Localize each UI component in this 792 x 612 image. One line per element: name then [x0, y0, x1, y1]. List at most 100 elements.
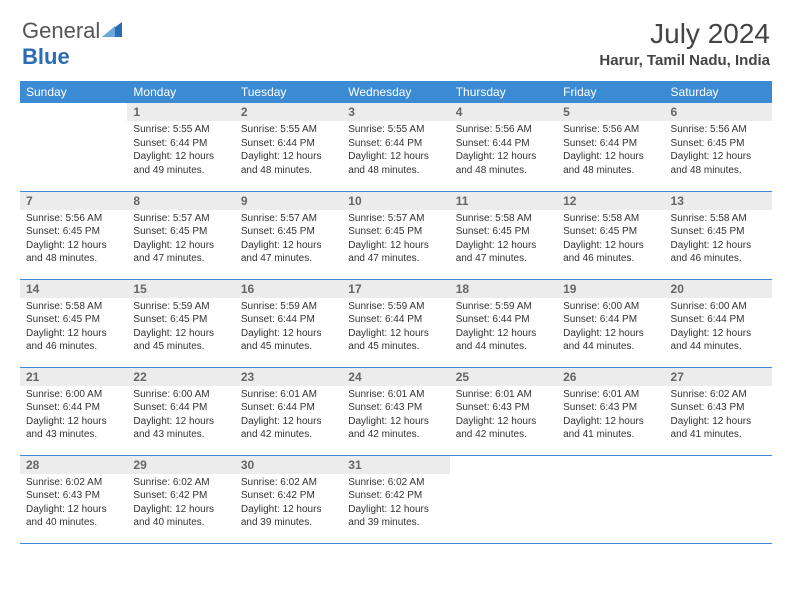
calendar-cell: 1Sunrise: 5:55 AMSunset: 6:44 PMDaylight… — [127, 103, 234, 191]
calendar-cell: 25Sunrise: 6:01 AMSunset: 6:43 PMDayligh… — [450, 367, 557, 455]
weekday-header: Friday — [557, 81, 664, 103]
day-body: Sunrise: 5:55 AMSunset: 6:44 PMDaylight:… — [235, 121, 342, 181]
day-body: Sunrise: 5:56 AMSunset: 6:45 PMDaylight:… — [20, 210, 127, 270]
calendar-cell: 30Sunrise: 6:02 AMSunset: 6:42 PMDayligh… — [235, 455, 342, 543]
day-body: Sunrise: 5:58 AMSunset: 6:45 PMDaylight:… — [450, 210, 557, 270]
calendar-cell: 23Sunrise: 6:01 AMSunset: 6:44 PMDayligh… — [235, 367, 342, 455]
day-body: Sunrise: 6:01 AMSunset: 6:43 PMDaylight:… — [557, 386, 664, 446]
calendar-cell: 19Sunrise: 6:00 AMSunset: 6:44 PMDayligh… — [557, 279, 664, 367]
day-body: Sunrise: 5:57 AMSunset: 6:45 PMDaylight:… — [127, 210, 234, 270]
calendar-row: 21Sunrise: 6:00 AMSunset: 6:44 PMDayligh… — [20, 367, 772, 455]
calendar-cell: 15Sunrise: 5:59 AMSunset: 6:45 PMDayligh… — [127, 279, 234, 367]
day-number: 16 — [235, 280, 342, 298]
calendar-cell-empty — [20, 103, 127, 191]
calendar-cell-empty — [450, 455, 557, 543]
calendar-cell: 4Sunrise: 5:56 AMSunset: 6:44 PMDaylight… — [450, 103, 557, 191]
calendar-row: 7Sunrise: 5:56 AMSunset: 6:45 PMDaylight… — [20, 191, 772, 279]
calendar-cell: 6Sunrise: 5:56 AMSunset: 6:45 PMDaylight… — [665, 103, 772, 191]
day-body: Sunrise: 5:57 AMSunset: 6:45 PMDaylight:… — [235, 210, 342, 270]
day-body: Sunrise: 6:01 AMSunset: 6:43 PMDaylight:… — [450, 386, 557, 446]
day-body: Sunrise: 5:56 AMSunset: 6:45 PMDaylight:… — [665, 121, 772, 181]
day-number: 5 — [557, 103, 664, 121]
calendar-cell: 8Sunrise: 5:57 AMSunset: 6:45 PMDaylight… — [127, 191, 234, 279]
calendar-row: 28Sunrise: 6:02 AMSunset: 6:43 PMDayligh… — [20, 455, 772, 543]
day-body: Sunrise: 5:59 AMSunset: 6:44 PMDaylight:… — [342, 298, 449, 358]
calendar-cell: 16Sunrise: 5:59 AMSunset: 6:44 PMDayligh… — [235, 279, 342, 367]
day-body: Sunrise: 6:00 AMSunset: 6:44 PMDaylight:… — [20, 386, 127, 446]
logo: General — [22, 18, 126, 44]
day-number: 29 — [127, 456, 234, 474]
calendar-cell: 9Sunrise: 5:57 AMSunset: 6:45 PMDaylight… — [235, 191, 342, 279]
day-number: 25 — [450, 368, 557, 386]
day-number: 17 — [342, 280, 449, 298]
calendar-cell: 3Sunrise: 5:55 AMSunset: 6:44 PMDaylight… — [342, 103, 449, 191]
calendar-cell: 20Sunrise: 6:00 AMSunset: 6:44 PMDayligh… — [665, 279, 772, 367]
location: Harur, Tamil Nadu, India — [599, 52, 770, 69]
day-body: Sunrise: 6:00 AMSunset: 6:44 PMDaylight:… — [665, 298, 772, 358]
day-number: 2 — [235, 103, 342, 121]
calendar-table: SundayMondayTuesdayWednesdayThursdayFrid… — [20, 81, 772, 544]
calendar-cell-empty — [665, 455, 772, 543]
logo-text-general: General — [22, 18, 100, 44]
day-number: 3 — [342, 103, 449, 121]
day-body: Sunrise: 6:02 AMSunset: 6:42 PMDaylight:… — [235, 474, 342, 534]
day-number: 13 — [665, 192, 772, 210]
day-body: Sunrise: 6:00 AMSunset: 6:44 PMDaylight:… — [127, 386, 234, 446]
day-number: 26 — [557, 368, 664, 386]
calendar-header-row: SundayMondayTuesdayWednesdayThursdayFrid… — [20, 81, 772, 103]
calendar-cell: 18Sunrise: 5:59 AMSunset: 6:44 PMDayligh… — [450, 279, 557, 367]
calendar-cell: 7Sunrise: 5:56 AMSunset: 6:45 PMDaylight… — [20, 191, 127, 279]
day-body: Sunrise: 6:02 AMSunset: 6:42 PMDaylight:… — [127, 474, 234, 534]
day-body: Sunrise: 6:01 AMSunset: 6:43 PMDaylight:… — [342, 386, 449, 446]
day-body: Sunrise: 5:58 AMSunset: 6:45 PMDaylight:… — [20, 298, 127, 358]
triangle-icon — [102, 20, 124, 43]
day-number: 31 — [342, 456, 449, 474]
month-title: July 2024 — [599, 18, 770, 50]
day-number: 28 — [20, 456, 127, 474]
calendar-cell: 10Sunrise: 5:57 AMSunset: 6:45 PMDayligh… — [342, 191, 449, 279]
calendar-cell: 2Sunrise: 5:55 AMSunset: 6:44 PMDaylight… — [235, 103, 342, 191]
day-number: 30 — [235, 456, 342, 474]
day-number: 21 — [20, 368, 127, 386]
day-body: Sunrise: 5:56 AMSunset: 6:44 PMDaylight:… — [557, 121, 664, 181]
calendar-cell: 13Sunrise: 5:58 AMSunset: 6:45 PMDayligh… — [665, 191, 772, 279]
day-number: 22 — [127, 368, 234, 386]
header: General July 2024 Harur, Tamil Nadu, Ind… — [0, 0, 792, 77]
calendar-body: 1Sunrise: 5:55 AMSunset: 6:44 PMDaylight… — [20, 103, 772, 543]
day-body: Sunrise: 6:02 AMSunset: 6:43 PMDaylight:… — [20, 474, 127, 534]
calendar-cell: 28Sunrise: 6:02 AMSunset: 6:43 PMDayligh… — [20, 455, 127, 543]
day-number: 7 — [20, 192, 127, 210]
day-number: 9 — [235, 192, 342, 210]
calendar-row: 1Sunrise: 5:55 AMSunset: 6:44 PMDaylight… — [20, 103, 772, 191]
calendar-row: 14Sunrise: 5:58 AMSunset: 6:45 PMDayligh… — [20, 279, 772, 367]
day-number: 6 — [665, 103, 772, 121]
weekday-header: Saturday — [665, 81, 772, 103]
day-number: 23 — [235, 368, 342, 386]
weekday-header: Wednesday — [342, 81, 449, 103]
calendar-cell: 5Sunrise: 5:56 AMSunset: 6:44 PMDaylight… — [557, 103, 664, 191]
calendar-cell: 29Sunrise: 6:02 AMSunset: 6:42 PMDayligh… — [127, 455, 234, 543]
calendar-cell: 11Sunrise: 5:58 AMSunset: 6:45 PMDayligh… — [450, 191, 557, 279]
day-number: 15 — [127, 280, 234, 298]
calendar-cell: 31Sunrise: 6:02 AMSunset: 6:42 PMDayligh… — [342, 455, 449, 543]
calendar-cell: 14Sunrise: 5:58 AMSunset: 6:45 PMDayligh… — [20, 279, 127, 367]
calendar-cell: 21Sunrise: 6:00 AMSunset: 6:44 PMDayligh… — [20, 367, 127, 455]
day-number: 27 — [665, 368, 772, 386]
day-number: 18 — [450, 280, 557, 298]
logo-text-blue-wrap: Blue — [22, 44, 70, 70]
calendar-cell-empty — [557, 455, 664, 543]
day-body: Sunrise: 6:00 AMSunset: 6:44 PMDaylight:… — [557, 298, 664, 358]
day-body: Sunrise: 5:57 AMSunset: 6:45 PMDaylight:… — [342, 210, 449, 270]
day-number: 12 — [557, 192, 664, 210]
day-number: 10 — [342, 192, 449, 210]
day-number: 8 — [127, 192, 234, 210]
weekday-header: Monday — [127, 81, 234, 103]
day-number: 11 — [450, 192, 557, 210]
day-number: 14 — [20, 280, 127, 298]
weekday-header: Sunday — [20, 81, 127, 103]
day-number: 4 — [450, 103, 557, 121]
calendar-cell: 12Sunrise: 5:58 AMSunset: 6:45 PMDayligh… — [557, 191, 664, 279]
calendar-cell: 27Sunrise: 6:02 AMSunset: 6:43 PMDayligh… — [665, 367, 772, 455]
logo-text-blue: Blue — [22, 44, 70, 69]
day-body: Sunrise: 5:55 AMSunset: 6:44 PMDaylight:… — [127, 121, 234, 181]
